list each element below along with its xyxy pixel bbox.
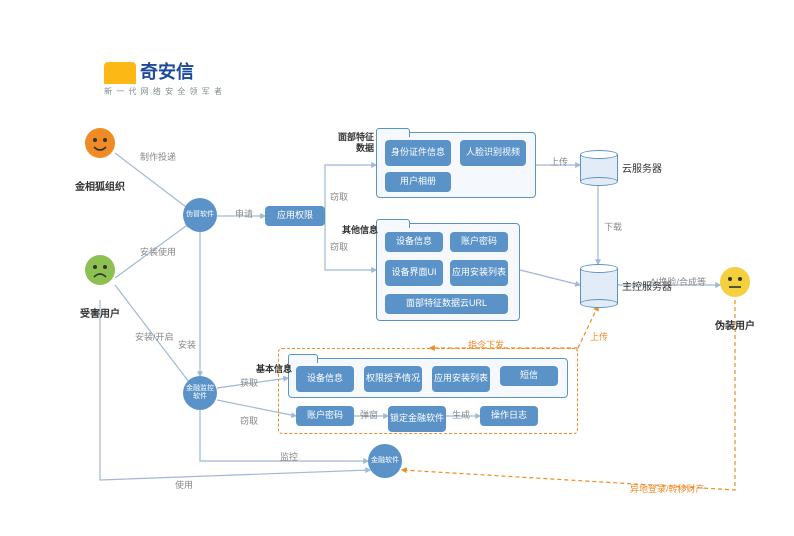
edge-label-3: 窃取 [330,190,348,203]
logo-icon [104,62,136,84]
edge-label-13: 生成 [452,408,470,421]
node-facevid: 人脸识别视频 [460,140,526,166]
group-tab-other_info [376,219,410,228]
group-tab-face_data [376,128,410,137]
cylinder-cloud [580,150,616,184]
logo-brand: 奇安信 [140,58,194,84]
actor-label-a2: 受害用户 [60,305,140,320]
node-lockfin: 锁定金融软件 [388,406,446,432]
node-bi_dev: 设备信息 [296,366,354,392]
edge-label-8: 安装/开启 [135,330,174,343]
logo-tagline: 新 一 代 网 络 安 全 领 军 者 [104,86,223,97]
node-devinfo: 设备信息 [385,232,443,252]
logo: 奇安信 新 一 代 网 络 安 全 领 军 者 [104,58,223,97]
node-devui: 设备界面UI [385,260,443,286]
edge-label-19: 异地登录/转移财产 [630,482,705,495]
edge-label-6: 下载 [604,220,622,233]
node-applist: 应用安装列表 [450,260,508,286]
edge-7 [520,270,580,285]
circle-fin_monitor: 金融监控软件 [183,376,217,410]
node-acctpwd: 账户密码 [450,232,508,252]
edge-label-5: 上传 [550,155,568,168]
edge-label-17: 指令下发 [468,338,504,351]
edge-label-4: 窃取 [330,240,348,253]
node-bi_acct: 账户密码 [296,406,354,426]
node-idinfo: 身份证件信息 [385,140,451,166]
group-label-other_info: 其他信息 [336,225,378,236]
edge-label-15: 使用 [175,478,193,491]
edge-label-18: AI换脸/合成等 [650,275,706,288]
edge-label-14: 监控 [280,450,298,463]
edge-label-0: 制作投递 [140,150,176,163]
actor-label-a3: 伪装用户 [695,317,775,332]
node-oplog: 操作日志 [480,406,538,426]
edge-label-11: 窃取 [240,414,258,427]
group-label-face_data: 面部特征数据 [332,132,374,154]
node-bi_sms: 短信 [500,366,558,386]
node-bi_perm: 权限授予情况 [364,366,422,392]
node-album: 用户相册 [385,172,451,192]
node-perm: 应用权限 [265,206,325,226]
edge-label-1: 安装使用 [140,245,176,258]
edge-label-10: 获取 [240,376,258,389]
actor-a3 [720,267,750,297]
node-faceurl: 面部特征数据云URL [385,294,508,314]
actor-label-a1: 金相狐组织 [60,178,140,193]
circle-fin_app: 金融软件 [368,444,402,478]
actor-a1 [85,128,115,158]
edge-label-12: 弹窗 [360,408,378,421]
cylinder-ctrl [580,264,616,306]
node-bi_apps: 应用安装列表 [432,366,490,392]
edge-label-16: 上传 [590,330,608,343]
edge-label-9: 安装 [178,338,196,351]
circle-fake_app: 伪冒软件 [183,198,217,232]
actor-a2 [85,255,115,285]
cylinder-label-cloud: 云服务器 [622,160,662,175]
edge-label-2: 申请 [235,207,253,220]
